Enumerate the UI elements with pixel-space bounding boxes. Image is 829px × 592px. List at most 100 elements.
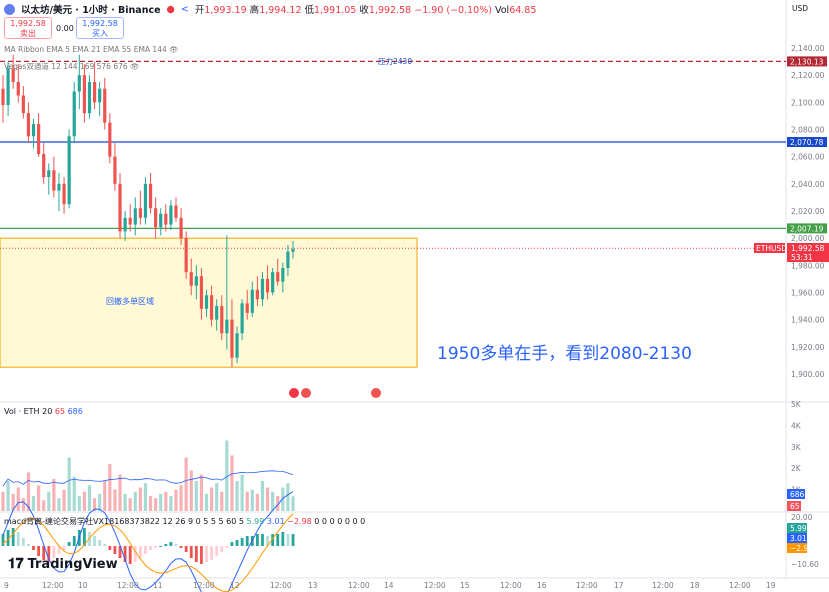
volume-bar: [235, 481, 239, 511]
eye-icon[interactable]: 👁: [130, 62, 140, 71]
macd-bar: [1, 534, 5, 546]
macd-bar: [205, 546, 208, 562]
volume-bar: [133, 491, 137, 511]
price-tick: 1,920.00: [791, 343, 825, 352]
price-tick: 2,000.00: [791, 234, 825, 243]
volume-legend[interactable]: Vol · ETH 20 65 686: [4, 407, 83, 416]
macd-bar: [144, 546, 147, 554]
macd-bar: [200, 546, 203, 564]
candle-body: [123, 217, 127, 232]
volume-tick: 4K: [791, 421, 802, 430]
currency-label[interactable]: USD: [792, 4, 808, 13]
price-tick: 2,120.00: [791, 71, 825, 80]
macd-bar: [215, 546, 219, 556]
volume-bar: [199, 474, 204, 511]
share-icon[interactable]: <: [180, 3, 189, 15]
macd-bar: [72, 536, 76, 546]
candle-body: [159, 213, 163, 228]
macd-bar: [255, 534, 259, 546]
macd-bar: [276, 534, 280, 546]
ma-ribbon-legend[interactable]: MA Ribbon EMA 5 EMA 21 EMA 55 EMA 144 👁: [4, 45, 179, 54]
buy-button[interactable]: 1,992.58 买入: [76, 17, 124, 39]
macd-bar: [16, 532, 20, 546]
macd-tag-text: 5.99: [790, 524, 807, 533]
volume-bar: [220, 491, 224, 511]
candle-body: [174, 205, 178, 218]
macd-bar: [123, 546, 127, 562]
long-zone-box[interactable]: [0, 237, 418, 368]
flag-event-icon[interactable]: [301, 388, 311, 398]
price-tick: 2,060.00: [791, 153, 825, 162]
resistance-note: 压力2430: [378, 56, 412, 66]
volume-bar: [16, 487, 20, 511]
volume-bar: [52, 478, 56, 511]
volume-bar: [113, 489, 117, 511]
countdown-text: 53:31: [791, 253, 813, 262]
volume-bar: [159, 493, 163, 511]
macd-tick: −10.60: [791, 560, 819, 569]
macd-bar: [32, 546, 35, 550]
ethereum-icon: [4, 3, 15, 15]
volume-bar: [108, 463, 112, 511]
macd-bar: [133, 546, 137, 562]
volume-bar: [77, 496, 81, 511]
vegas-legend[interactable]: Vegas双通道 12 144 169 576 676 👁: [4, 62, 140, 71]
candle-body: [179, 217, 183, 239]
volume-bar: [26, 472, 31, 511]
macd-bar: [189, 546, 193, 558]
volume-bar: [230, 455, 234, 511]
candle-body: [286, 251, 290, 269]
time-tick: 18: [690, 581, 700, 590]
time-tick: 11: [153, 581, 163, 590]
candle-body: [250, 289, 254, 313]
volume-bars: [1, 440, 295, 511]
volume-bar: [189, 470, 193, 511]
volume-bar: [255, 493, 259, 511]
flag-event-icon[interactable]: [371, 388, 381, 398]
macd-legend[interactable]: macd背离-缠论交易学社VX18168373822 12 26 9 0 5 5…: [4, 517, 366, 526]
sell-button[interactable]: 1,992.58 卖出: [4, 17, 52, 39]
candle-body: [235, 333, 239, 358]
volume-bar: [245, 491, 249, 511]
level-tag: [787, 56, 827, 67]
flash-event-icon[interactable]: [289, 388, 299, 398]
macd-tick: 20.00: [791, 513, 813, 522]
time-tick: 12:00: [576, 581, 598, 590]
symbol-title[interactable]: 以太坊/美元 · 1小时 · Binance: [21, 5, 161, 16]
time-tick: 12:00: [348, 581, 370, 590]
horizontal-levels: [0, 60, 786, 230]
candle-body: [82, 75, 87, 114]
volume-bar: [57, 498, 61, 511]
time-tick: 12:00: [424, 581, 446, 590]
level-tag-text: 2,007.19: [790, 224, 824, 233]
macd-bar: [261, 534, 264, 546]
eye-icon[interactable]: 👁: [169, 45, 179, 54]
candle-body: [1, 88, 5, 106]
macd-tag-text: −2.98: [790, 544, 813, 553]
price-tag: [787, 243, 829, 262]
macd-tag: [787, 533, 807, 543]
volume-bar: [276, 496, 280, 511]
time-tick: 12:00: [117, 581, 139, 590]
symbol-tag: [754, 243, 785, 253]
candle-body: [189, 272, 193, 286]
time-tick: 13: [308, 581, 318, 590]
annotation-text[interactable]: 1950多单在手，看到2080-2130: [437, 344, 692, 364]
spread-value: 0.00: [56, 24, 74, 33]
macd-tag: [787, 543, 807, 553]
volume-bar: [250, 489, 254, 511]
volume-bar: [82, 491, 87, 511]
macd-bar: [271, 534, 275, 546]
volume-bar: [21, 498, 25, 511]
signal-line: [2, 513, 294, 592]
candle-body: [42, 153, 46, 178]
volume-bar: [265, 487, 270, 511]
tradingview-logo[interactable]: 𝟏𝟕 TradingView: [8, 556, 118, 572]
volume-bar: [204, 493, 209, 511]
macd-bar: [194, 546, 198, 562]
volume-bar: [148, 496, 153, 511]
price-tick: 2,020.00: [791, 207, 825, 216]
candle-body: [6, 68, 10, 106]
volume-ma-line: [2, 470, 294, 487]
